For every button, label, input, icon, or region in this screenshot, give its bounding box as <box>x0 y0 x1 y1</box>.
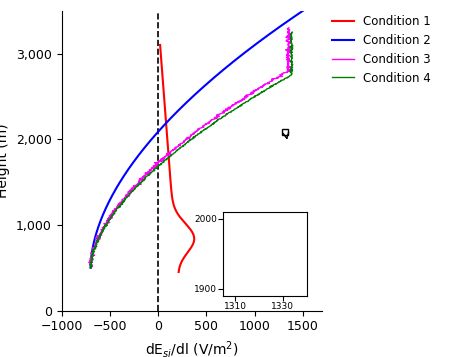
Line: Condition 2: Condition 2 <box>91 11 303 268</box>
Condition 4 <box>231 108 237 112</box>
Legend: Condition 1, Condition 2, Condition 3, Condition 4: Condition 1, Condition 2, Condition 3, C… <box>328 11 436 90</box>
Condition 4 <box>289 30 295 34</box>
Condition 2 <box>92 235 98 239</box>
Condition 3 <box>286 26 292 30</box>
Condition 1 <box>164 127 169 131</box>
Condition 3 <box>158 157 164 161</box>
Condition 3 <box>88 266 94 270</box>
Condition 1 <box>176 270 182 274</box>
Condition 1 <box>169 196 175 200</box>
Condition 4 <box>88 266 94 270</box>
Condition 4 <box>203 127 209 131</box>
Condition 1 <box>162 105 168 109</box>
Condition 3 <box>116 204 121 208</box>
X-axis label: dE$_{si}$/dl (V/m$^2$): dE$_{si}$/dl (V/m$^2$) <box>145 339 239 357</box>
Condition 3 <box>260 85 265 89</box>
Line: Condition 1: Condition 1 <box>160 45 194 272</box>
Condition 3 <box>200 124 206 129</box>
Condition 4 <box>262 88 268 92</box>
Condition 4 <box>161 159 166 163</box>
Condition 4 <box>102 224 108 228</box>
Condition 2 <box>128 164 134 168</box>
Y-axis label: Height (m): Height (m) <box>0 123 10 198</box>
Line: Condition 4: Condition 4 <box>90 32 293 268</box>
Condition 1 <box>157 43 163 47</box>
Condition 1 <box>168 180 173 184</box>
Condition 1 <box>162 106 168 110</box>
Condition 1 <box>190 242 196 247</box>
Line: Condition 3: Condition 3 <box>89 28 291 268</box>
Condition 3 <box>225 105 231 110</box>
Condition 2 <box>206 80 211 84</box>
Condition 2 <box>180 104 186 108</box>
Condition 2 <box>207 79 213 83</box>
Condition 2 <box>116 182 122 186</box>
Condition 4 <box>115 205 121 209</box>
Condition 2 <box>88 266 93 270</box>
Condition 3 <box>104 223 110 227</box>
Condition 2 <box>300 9 306 13</box>
